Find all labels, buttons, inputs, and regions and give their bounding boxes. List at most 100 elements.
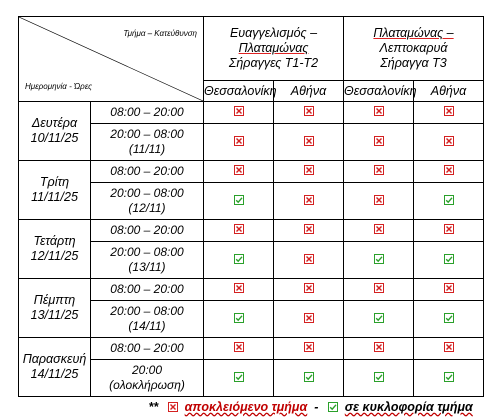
closed-box-icon	[234, 106, 244, 116]
city-header: Αθήνα	[414, 81, 484, 102]
time-slot-cell: 08:00 – 20:00	[91, 220, 204, 242]
day-name: Τετάρτη	[19, 234, 90, 249]
route-header-1: Ευαγγελισμός – Πλαταμώνας Σήραγγες Τ1-Τ2	[204, 17, 344, 81]
status-cell	[204, 102, 274, 124]
status-cell	[344, 242, 414, 279]
open-check-icon	[374, 372, 384, 382]
time-range: 20:00 – 08:00	[91, 304, 203, 319]
status-cell	[414, 338, 484, 360]
open-check-icon	[374, 254, 384, 264]
closed-box-icon	[304, 342, 314, 352]
legend-separator: -	[314, 400, 318, 414]
status-cell	[204, 301, 274, 338]
time-range: 20:00 – 08:00	[91, 245, 203, 260]
closed-box-icon	[444, 283, 454, 293]
status-cell	[414, 124, 484, 161]
status-cell	[274, 242, 344, 279]
legend-prefix: **	[149, 400, 159, 414]
status-cell	[414, 161, 484, 183]
status-cell	[204, 242, 274, 279]
route-header-2: Πλαταμώνας – Λεπτοκαρυά Σήραγγα Τ3	[344, 17, 484, 81]
closed-box-icon	[234, 165, 244, 175]
closed-box-icon	[374, 283, 384, 293]
time-range: 20:00	[91, 363, 203, 378]
closed-box-icon	[168, 402, 178, 412]
legend-closed-label: αποκλειόμενο τμήμα	[185, 400, 308, 414]
closed-box-icon	[374, 136, 384, 146]
closed-box-icon	[234, 224, 244, 234]
time-note: (11/11)	[91, 142, 203, 157]
status-cell	[414, 220, 484, 242]
route1-line2: Πλαταμώνας	[204, 41, 343, 56]
status-cell	[344, 279, 414, 301]
closed-box-icon	[374, 195, 384, 205]
route1-line3: Σήραγγες Τ1-Τ2	[204, 56, 343, 71]
status-cell	[414, 279, 484, 301]
status-cell	[344, 102, 414, 124]
closed-box-icon	[374, 224, 384, 234]
day-name: Δευτέρα	[19, 116, 90, 131]
legend: ** αποκλειόμενο τμήμα - σε κυκλοφορία τμ…	[19, 397, 484, 417]
closed-box-icon	[304, 313, 314, 323]
closed-box-icon	[444, 136, 454, 146]
closed-box-icon	[304, 224, 314, 234]
city-header: Αθήνα	[274, 81, 344, 102]
status-cell	[274, 360, 344, 397]
status-cell	[414, 360, 484, 397]
time-range: 08:00 – 20:00	[91, 282, 203, 297]
day-name: Τρίτη	[19, 175, 90, 190]
closed-box-icon	[234, 136, 244, 146]
closed-box-icon	[234, 342, 244, 352]
time-slot-cell: 20:00(ολοκλήρωση)	[91, 360, 204, 397]
status-cell	[274, 301, 344, 338]
open-check-icon	[234, 195, 244, 205]
open-check-icon	[234, 254, 244, 264]
time-range: 08:00 – 20:00	[91, 341, 203, 356]
time-slot-cell: 20:00 – 08:00(12/11)	[91, 183, 204, 220]
time-range: 08:00 – 20:00	[91, 223, 203, 238]
status-cell	[344, 161, 414, 183]
status-cell	[274, 124, 344, 161]
status-cell	[344, 301, 414, 338]
status-cell	[274, 161, 344, 183]
status-cell	[204, 220, 274, 242]
route2-line3: Σήραγγα Τ3	[344, 56, 483, 71]
status-cell	[204, 183, 274, 220]
status-cell	[344, 220, 414, 242]
closed-box-icon	[304, 254, 314, 264]
status-cell	[204, 338, 274, 360]
closed-box-icon	[444, 165, 454, 175]
closed-box-icon	[374, 342, 384, 352]
day-date: 14/11/25	[19, 367, 90, 382]
route2-line1: Πλαταμώνας –	[344, 26, 483, 41]
status-cell	[204, 279, 274, 301]
time-slot-cell: 08:00 – 20:00	[91, 102, 204, 124]
legend-open-label: σε κυκλοφορία τμήμα	[345, 400, 473, 414]
status-cell	[274, 183, 344, 220]
status-cell	[414, 102, 484, 124]
status-cell	[344, 124, 414, 161]
schedule-table: Τμήμα – Κατεύθυνση Ημερομηνία - Ώρες Ευα…	[18, 16, 484, 417]
day-date: 12/11/25	[19, 249, 90, 264]
day-name: Πέμπτη	[19, 293, 90, 308]
status-cell	[204, 161, 274, 183]
time-range: 08:00 – 20:00	[91, 164, 203, 179]
route1-line1: Ευαγγελισμός –	[204, 26, 343, 41]
closed-box-icon	[444, 224, 454, 234]
closed-box-icon	[304, 283, 314, 293]
time-slot-cell: 08:00 – 20:00	[91, 279, 204, 301]
open-check-icon	[444, 195, 454, 205]
closed-box-icon	[304, 136, 314, 146]
diagonal-top-label: Τμήμα – Κατεύθυνση	[123, 29, 197, 38]
route2-line2: Λεπτοκαρυά	[344, 41, 483, 56]
open-check-icon	[328, 402, 338, 412]
status-cell	[344, 338, 414, 360]
status-cell	[274, 279, 344, 301]
status-cell	[274, 102, 344, 124]
